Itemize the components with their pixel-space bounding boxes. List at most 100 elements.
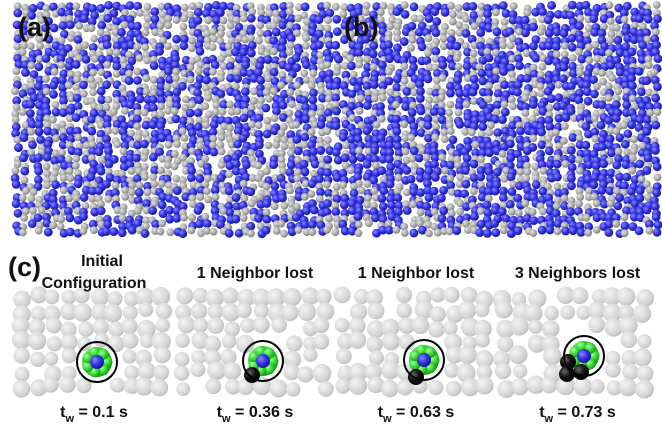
blue-particle <box>87 127 96 136</box>
grey-particle <box>265 141 273 149</box>
grey-particle <box>110 108 118 116</box>
grey-particle <box>521 94 529 102</box>
time-subscript: w <box>382 413 392 424</box>
blue-particle <box>529 216 538 225</box>
grey-sphere <box>30 352 45 367</box>
grey-particle <box>195 67 203 75</box>
grey-particle <box>52 134 60 142</box>
grey-particle <box>75 22 83 30</box>
snapshot <box>334 287 494 398</box>
blue-particle <box>642 76 651 85</box>
grey-particle <box>409 200 417 208</box>
panel-label: (c) <box>8 252 41 282</box>
grey-particle <box>188 214 196 222</box>
blue-particle <box>560 63 569 72</box>
blue-particle <box>118 228 127 237</box>
grey-particle <box>21 176 29 184</box>
blue-particle <box>470 212 479 221</box>
blue-particle <box>567 34 576 43</box>
grey-particle <box>593 200 601 208</box>
blue-particle <box>279 101 288 110</box>
grey-sphere <box>176 382 190 396</box>
grey-particle <box>440 35 448 43</box>
grey-particle <box>254 162 262 170</box>
blue-particle <box>262 199 271 208</box>
grey-particle <box>19 108 27 116</box>
blue-particle <box>172 115 181 124</box>
grey-particle <box>280 230 288 238</box>
grey-sphere <box>475 302 490 317</box>
grey-particle <box>42 75 50 83</box>
blue-particle <box>403 206 412 215</box>
blue-particle <box>377 166 386 175</box>
blue-particle <box>310 206 319 215</box>
blue-particle <box>203 219 212 228</box>
blue-particle <box>643 206 652 215</box>
blue-particle <box>437 194 446 203</box>
blue-particle <box>49 81 58 90</box>
blue-particle <box>104 1 113 10</box>
blue-particle <box>627 120 636 129</box>
grey-particle <box>203 227 211 235</box>
grey-particle <box>607 200 615 208</box>
grey-sphere <box>312 364 331 383</box>
blue-particle <box>491 187 500 196</box>
grey-particle <box>364 180 372 188</box>
grey-particle <box>217 55 225 63</box>
grey-sphere <box>14 347 30 363</box>
blue-particle <box>577 228 586 237</box>
blue-particle <box>278 21 287 30</box>
blue-particle <box>247 49 256 58</box>
blue-particle <box>309 96 318 105</box>
blue-particle <box>553 173 562 182</box>
grey-sphere <box>175 333 190 348</box>
blue-particle <box>135 188 144 197</box>
page: {"panels":{ "a":{"label":"(a)"}, "b":{"l… <box>0 0 662 424</box>
lost-neighbor <box>559 366 575 382</box>
blue-particle <box>567 146 576 155</box>
blue-particle <box>401 10 410 19</box>
blue-particle <box>493 101 502 110</box>
grey-particle <box>49 221 57 229</box>
grey-particle <box>623 148 631 156</box>
grey-particle <box>187 63 195 71</box>
blue-particle <box>379 202 388 211</box>
grey-sphere <box>335 379 350 394</box>
blue-particle <box>20 167 29 176</box>
blue-particle <box>149 95 158 104</box>
grey-particle <box>164 161 172 169</box>
grey-particle <box>332 228 340 236</box>
grey-particle <box>453 54 461 62</box>
blue-particle <box>149 120 158 129</box>
grey-particle <box>13 43 21 51</box>
grey-particle <box>220 17 228 25</box>
blue-particle <box>544 16 553 25</box>
blue-particle <box>172 214 181 223</box>
blue-particle <box>323 168 332 177</box>
grey-particle <box>355 229 363 237</box>
grey-particle <box>446 228 454 236</box>
blue-particle <box>255 114 264 123</box>
blue-particle <box>187 173 196 182</box>
blue-particle <box>79 81 88 90</box>
blue-particle <box>316 146 325 155</box>
grey-particle <box>605 94 613 102</box>
blue-particle <box>241 87 250 96</box>
blue-particle <box>133 76 142 85</box>
grey-sphere <box>175 352 190 367</box>
grey-particle <box>209 28 217 36</box>
blue-particle <box>612 114 621 123</box>
grey-particle <box>12 167 20 175</box>
blue-particle <box>308 220 317 229</box>
grey-particle <box>218 161 226 169</box>
grey-particle <box>555 81 563 89</box>
blue-particle <box>87 173 96 182</box>
grey-particle <box>12 116 20 124</box>
blue-particle <box>105 160 114 169</box>
grey-sphere <box>396 287 412 303</box>
grey-particle <box>157 167 165 175</box>
grey-particle <box>447 2 455 10</box>
blue-particle <box>523 74 532 83</box>
blue-particle <box>254 214 263 223</box>
blue-particle <box>493 28 502 37</box>
